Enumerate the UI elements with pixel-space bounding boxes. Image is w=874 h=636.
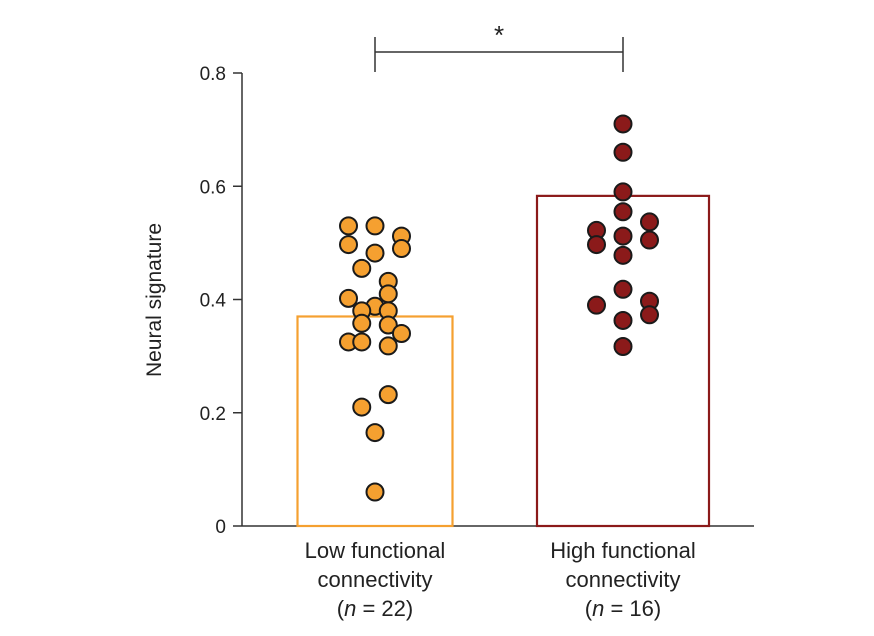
y-axis-title: Neural signature <box>143 223 166 377</box>
significance-bracket-line <box>374 37 624 72</box>
n-prefix: ( <box>337 596 345 621</box>
data-point <box>613 310 633 330</box>
data-point <box>613 182 633 202</box>
data-point <box>392 323 411 343</box>
data-point <box>339 235 358 255</box>
data-point <box>352 258 372 278</box>
data-point <box>613 114 633 134</box>
n-suffix: = 22) <box>356 596 413 621</box>
data-point <box>640 230 659 250</box>
significance-star: * <box>494 20 504 50</box>
data-point <box>640 305 659 325</box>
y-tick-label: 0.8 <box>200 64 226 85</box>
data-points <box>339 114 659 502</box>
bar-low <box>296 315 454 528</box>
significance-bracket: * <box>374 20 624 72</box>
data-point <box>613 226 633 246</box>
data-point <box>613 202 633 222</box>
category-label-line: High functional <box>550 538 696 563</box>
data-point <box>378 336 398 356</box>
data-point <box>392 239 411 259</box>
y-tick-label: 0 <box>215 517 226 538</box>
category-sample-size: (n = 22) <box>337 596 413 621</box>
data-point <box>339 288 358 308</box>
data-point <box>352 332 372 352</box>
data-point <box>587 295 606 315</box>
n-variable: n <box>344 596 356 621</box>
data-point <box>613 336 633 356</box>
data-point <box>378 284 398 304</box>
data-point <box>587 235 606 255</box>
category-label-line: connectivity <box>566 567 681 592</box>
y-ticks: 0 0.2 0.4 0.6 0.8 <box>200 64 242 538</box>
n-prefix: ( <box>585 596 593 621</box>
y-tick-label: 0.6 <box>200 177 226 198</box>
data-point <box>613 142 633 162</box>
y-tick-label: 0.2 <box>200 404 226 425</box>
data-point <box>352 313 372 333</box>
data-point <box>365 243 385 263</box>
n-variable: n <box>592 596 604 621</box>
category-label-line: connectivity <box>318 567 433 592</box>
category-label-line: Low functional <box>305 538 446 563</box>
data-point <box>640 212 659 232</box>
y-tick-label: 0.4 <box>200 291 227 312</box>
data-point <box>613 245 633 265</box>
data-point <box>378 315 398 335</box>
data-point <box>339 216 358 236</box>
data-point <box>365 482 385 502</box>
data-point <box>378 385 398 405</box>
n-suffix: = 16) <box>604 596 661 621</box>
data-point <box>613 279 633 299</box>
data-point <box>365 423 385 443</box>
category-sample-size: (n = 16) <box>585 596 661 621</box>
data-point <box>365 216 385 236</box>
data-point <box>352 397 372 417</box>
